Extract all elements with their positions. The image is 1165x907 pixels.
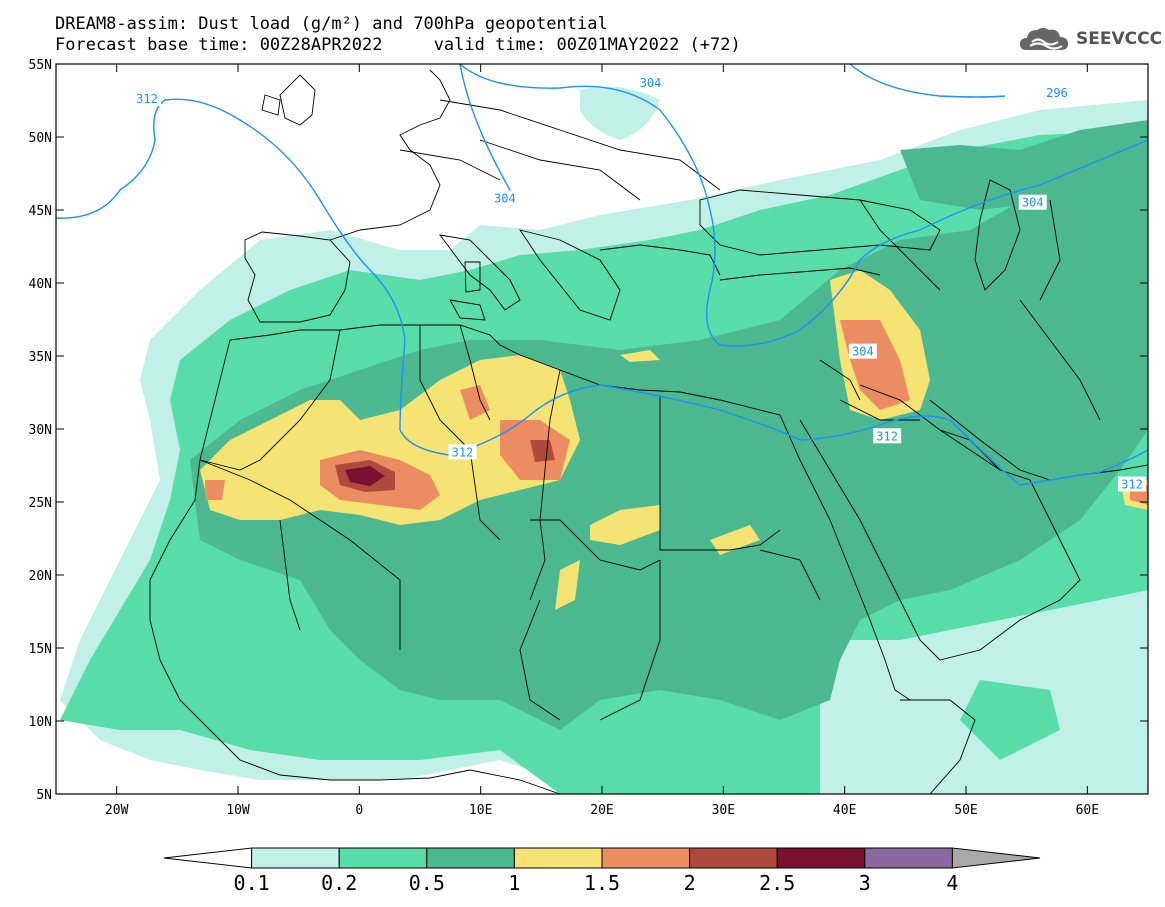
contour-label: 296 <box>1043 85 1071 101</box>
colorbar-segment <box>864 847 953 869</box>
colorbar-segment <box>776 847 866 869</box>
coastlines <box>149 69 1148 794</box>
forecast-time-line: Forecast base time: 00Z28APR2022 valid t… <box>55 35 741 55</box>
contour-label: 312 <box>873 428 902 444</box>
lon-tick-label: 30E <box>712 803 735 818</box>
contour-label-text: 312 <box>136 92 158 106</box>
lat-tick-label: 30N <box>29 423 52 438</box>
contour-label-bg <box>1118 476 1146 492</box>
colorbar-label: 2.5 <box>759 871 795 895</box>
colorbar-label: 1 <box>508 871 520 895</box>
lat-tick-label: 50N <box>29 131 52 146</box>
contour-label: 304 <box>848 343 877 359</box>
contour-label-bg <box>1018 194 1047 210</box>
colorbar-segment <box>689 847 778 869</box>
contour-label-bg <box>1043 85 1071 101</box>
contour-label: 312 <box>1118 476 1146 492</box>
colorbar: 0.1 0.2 0.5 1 1.5 2 2.5 3 4 <box>163 847 1041 895</box>
logo-text: SEEVCCC <box>1076 29 1163 49</box>
lat-tick-label: 45N <box>29 204 52 219</box>
colorbar-label: 2 <box>684 871 696 895</box>
contour-label-bg <box>636 74 665 90</box>
contour-label-text: 304 <box>640 76 662 90</box>
contour-label-text: 312 <box>452 445 474 459</box>
contour-label-text: 296 <box>1046 86 1068 100</box>
contour-label: 304 <box>490 190 519 206</box>
contour-label-text: 304 <box>852 345 874 359</box>
colorbar-segment <box>163 847 253 869</box>
seevccc-logo: SEEVCCC <box>1018 24 1162 54</box>
lon-tick-label: 20W <box>105 803 129 818</box>
colorbar-label: 0.2 <box>321 871 357 895</box>
contour-label-text: 312 <box>1121 477 1143 491</box>
contour-labels: 312 304 296 304 304 304 312 312 312 <box>133 74 1146 492</box>
lon-tick-label: 50E <box>954 803 977 818</box>
lon-tick-label: 60E <box>1076 803 1099 818</box>
contour-label: 304 <box>1018 194 1047 210</box>
contour-label: 304 <box>636 74 665 90</box>
colorbar-segment <box>951 847 1041 869</box>
colorbar-segment <box>426 847 515 869</box>
contour-296 <box>849 64 1006 98</box>
cloud-logo-icon <box>1020 28 1068 50</box>
lat-tick-label: 15N <box>29 642 52 657</box>
lat-tick-label: 5N <box>36 788 52 803</box>
axis-ticks: 55N 50N 45N 40N 35N 30N 25N 20N 15N 10N 5N 20W 10W 0 1… <box>29 58 1148 818</box>
contour-label-bg <box>490 190 519 206</box>
contour-label-text: 312 <box>876 429 898 443</box>
colorbar-label: 3 <box>859 871 871 895</box>
colorbar-segment <box>338 847 428 869</box>
contour-label-text: 304 <box>1022 196 1044 210</box>
colorbar-label: 4 <box>946 871 958 895</box>
lon-tick-label: 10E <box>469 803 492 818</box>
lon-tick-label: 0 <box>355 803 363 818</box>
contour-label: 312 <box>133 91 161 107</box>
colorbar-label: 0.5 <box>409 871 445 895</box>
lon-tick-label: 10W <box>226 803 250 818</box>
dust-load-fill <box>60 86 1148 794</box>
lon-tick-label: 20E <box>590 803 613 818</box>
lon-tick-label: 40E <box>833 803 856 818</box>
map-title: DREAM8-assim: Dust load (g/m²) and 700hP… <box>55 14 608 34</box>
lat-tick-label: 35N <box>29 350 52 365</box>
lat-tick-label: 20N <box>29 569 52 584</box>
colorbar-segment <box>601 847 691 869</box>
lat-tick-label: 40N <box>29 277 52 292</box>
contour-label-bg <box>448 444 477 460</box>
colorbar-segment <box>513 847 603 869</box>
contour-label-bg <box>848 343 877 359</box>
contour-label-bg <box>133 91 161 107</box>
colorbar-label: 1.5 <box>584 871 620 895</box>
contour-label-bg <box>873 428 902 444</box>
lat-tick-label: 25N <box>29 496 52 511</box>
contour-label: 312 <box>448 444 477 460</box>
contour-label-text: 304 <box>494 191 516 205</box>
lat-tick-label: 55N <box>29 58 52 73</box>
lat-tick-label: 10N <box>29 715 52 730</box>
colorbar-label: 0.1 <box>234 871 270 895</box>
contour-304 <box>459 64 1148 347</box>
colorbar-segment <box>251 847 340 869</box>
